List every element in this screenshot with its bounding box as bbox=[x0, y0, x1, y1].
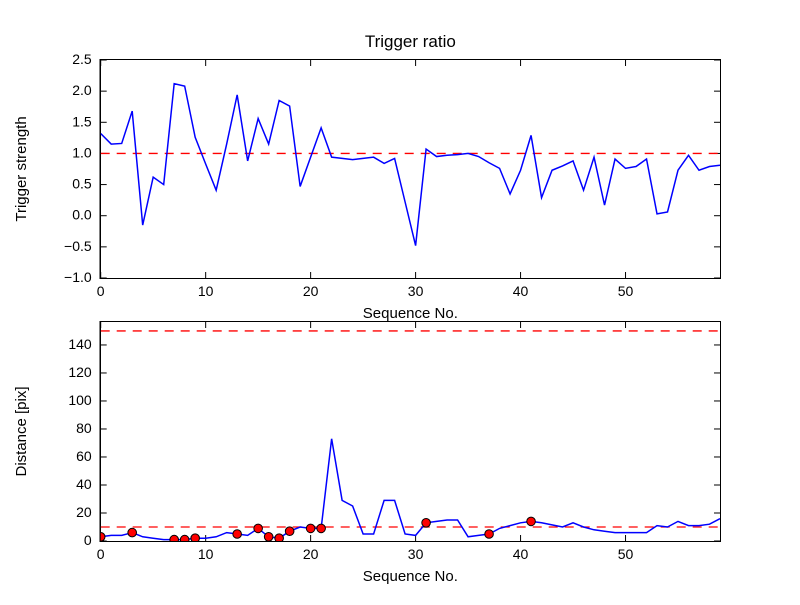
svg-text:50: 50 bbox=[618, 283, 634, 299]
svg-text:40: 40 bbox=[513, 546, 529, 562]
svg-text:30: 30 bbox=[408, 283, 424, 299]
svg-text:0: 0 bbox=[84, 532, 92, 548]
svg-text:50: 50 bbox=[618, 546, 634, 562]
svg-text:Trigger ratio: Trigger ratio bbox=[365, 32, 456, 51]
svg-text:Sequence No.: Sequence No. bbox=[363, 568, 458, 585]
svg-text:Distance [pix]: Distance [pix] bbox=[13, 386, 30, 476]
svg-text:0.5: 0.5 bbox=[72, 176, 92, 192]
svg-text:30: 30 bbox=[408, 546, 424, 562]
svg-text:120: 120 bbox=[68, 364, 92, 380]
svg-text:Sequence No.: Sequence No. bbox=[363, 305, 458, 322]
svg-text:60: 60 bbox=[76, 448, 92, 464]
svg-text:−0.5: −0.5 bbox=[64, 238, 92, 254]
svg-text:100: 100 bbox=[68, 392, 92, 408]
svg-text:0: 0 bbox=[97, 283, 105, 299]
svg-text:20: 20 bbox=[303, 283, 319, 299]
svg-text:20: 20 bbox=[303, 546, 319, 562]
svg-text:40: 40 bbox=[76, 476, 92, 492]
svg-text:1.5: 1.5 bbox=[72, 113, 92, 129]
svg-text:2.5: 2.5 bbox=[72, 51, 92, 67]
svg-text:40: 40 bbox=[513, 283, 529, 299]
svg-text:0.0: 0.0 bbox=[72, 207, 92, 223]
svg-text:20: 20 bbox=[76, 504, 92, 520]
svg-text:2.0: 2.0 bbox=[72, 82, 92, 98]
svg-text:10: 10 bbox=[198, 283, 214, 299]
svg-text:10: 10 bbox=[198, 546, 214, 562]
svg-text:1.0: 1.0 bbox=[72, 144, 92, 160]
svg-text:140: 140 bbox=[68, 336, 92, 352]
svg-text:0: 0 bbox=[97, 546, 105, 562]
svg-text:Trigger strength: Trigger strength bbox=[13, 116, 30, 221]
svg-text:80: 80 bbox=[76, 420, 92, 436]
svg-text:−1.0: −1.0 bbox=[64, 269, 92, 285]
